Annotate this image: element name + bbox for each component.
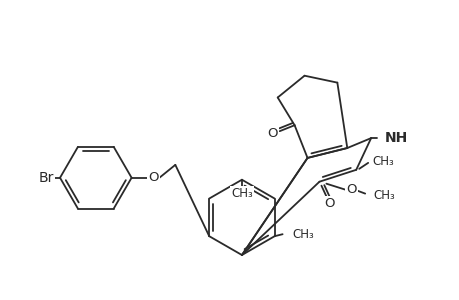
Text: O: O — [148, 171, 158, 184]
Text: CH₃: CH₃ — [230, 187, 252, 200]
Text: O: O — [345, 183, 356, 196]
Text: CH₃: CH₃ — [292, 228, 313, 241]
Text: CH₃: CH₃ — [371, 155, 393, 168]
Text: CH₃: CH₃ — [372, 189, 394, 202]
Text: O: O — [267, 127, 277, 140]
Text: NH: NH — [384, 131, 408, 145]
Text: Br: Br — [39, 171, 54, 185]
Text: O: O — [324, 197, 334, 210]
